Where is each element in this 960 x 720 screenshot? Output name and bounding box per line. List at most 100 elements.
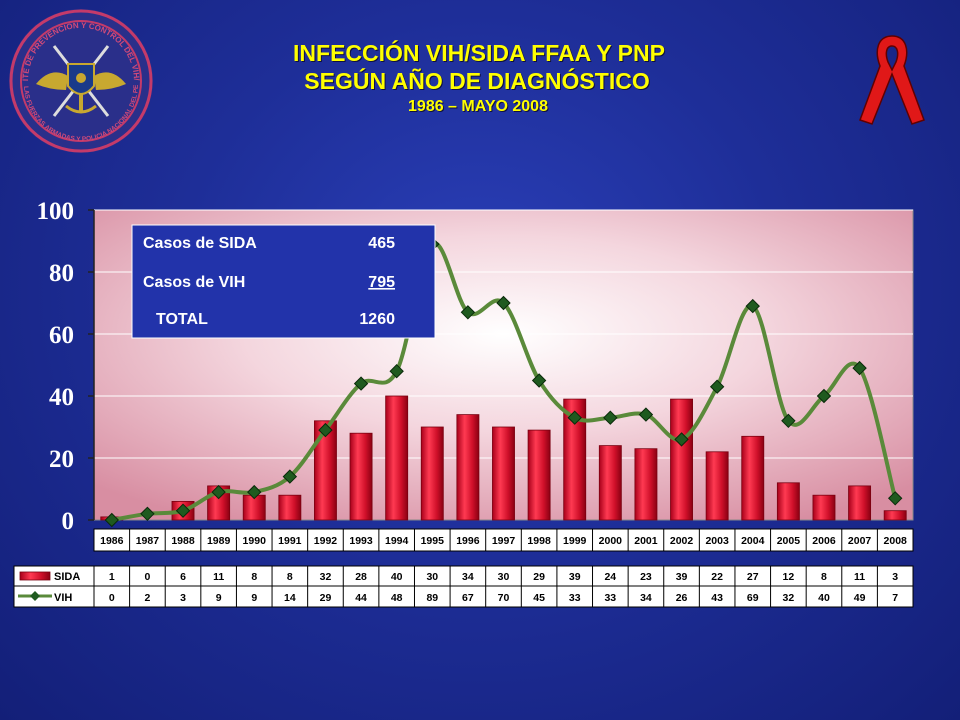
- x-category-label: 1993: [349, 535, 373, 547]
- sida-bar: [527, 429, 551, 521]
- sida-value-cell: 24: [604, 571, 616, 583]
- chart-title-line1: INFECCIÓN VIH/SIDA FFAA Y PNP: [293, 40, 665, 66]
- vih-value-cell: 70: [498, 592, 510, 604]
- vih-marker: [389, 363, 404, 379]
- x-category-label: 1986: [100, 535, 124, 547]
- vih-value-cell: 29: [320, 592, 332, 604]
- vih-marker: [175, 503, 191, 518]
- x-category-label: 1990: [243, 535, 267, 547]
- sida-bar: [883, 510, 907, 521]
- sida-value-cell: 23: [640, 571, 652, 583]
- vih-value-cell: 34: [640, 592, 652, 604]
- vih-marker: [531, 373, 547, 388]
- red-ribbon-icon: [859, 35, 925, 125]
- sida-value-cell: 0: [144, 571, 150, 583]
- vih-marker: [282, 469, 298, 484]
- summary-value-sida: 465: [368, 235, 395, 252]
- x-category-label: 1995: [421, 535, 445, 547]
- vih-value-cell: 9: [251, 592, 257, 604]
- vih-value-cell: 0: [109, 592, 115, 604]
- vih-legend-label: VIH: [54, 592, 72, 604]
- x-category-label: 1998: [527, 535, 551, 547]
- sida-value-cell: 30: [426, 571, 438, 583]
- sida-value-cell: 6: [180, 571, 186, 583]
- vih-value-cell: 2: [144, 592, 150, 604]
- sida-bar: [278, 494, 302, 521]
- sida-bar: [563, 398, 587, 521]
- vih-marker: [353, 376, 369, 391]
- vih-marker: [709, 379, 725, 394]
- vih-value-cell: 33: [569, 592, 581, 604]
- vih-value-cell: 33: [604, 592, 616, 604]
- y-tick-label: 20: [49, 446, 74, 473]
- sida-value-cell: 12: [783, 571, 795, 583]
- vih-marker: [674, 432, 689, 447]
- vih-value-cell: 3: [180, 592, 186, 604]
- sida-value-cell: 8: [287, 571, 293, 583]
- vih-marker: [852, 360, 867, 376]
- sida-bar: [670, 398, 693, 521]
- summary-value-total: 1260: [359, 311, 395, 328]
- x-category-label: 1996: [456, 535, 480, 547]
- sida-value-cell: 39: [569, 571, 581, 583]
- vih-marker: [781, 413, 796, 429]
- sida-bar: [314, 420, 337, 521]
- sida-value-cell: 8: [251, 571, 257, 583]
- sida-bar: [741, 435, 765, 521]
- summary-box: Casos de SIDA 465 Casos de VIH 795 TOTAL…: [131, 224, 436, 339]
- x-category-label: 2005: [777, 535, 801, 547]
- sida-value-cell: 30: [498, 571, 510, 583]
- x-category-label: 1988: [171, 535, 195, 547]
- vih-marker: [603, 410, 618, 425]
- vih-value-cell: 69: [747, 592, 759, 604]
- vih-marker: [104, 512, 120, 528]
- sida-bar: [848, 485, 872, 521]
- sida-bar: [420, 426, 444, 521]
- sida-value-cell: 39: [676, 571, 688, 583]
- vih-value-cell: 43: [711, 592, 723, 604]
- vih-value-cell: 26: [676, 592, 688, 604]
- y-tick-label: 0: [62, 508, 75, 535]
- sida-legend-label: SIDA: [54, 571, 80, 583]
- sida-bar: [385, 395, 409, 521]
- vih-value-cell: 45: [533, 592, 545, 604]
- x-category-label: 2004: [741, 535, 765, 547]
- vih-marker: [567, 410, 582, 425]
- vih-value-cell: 89: [426, 592, 438, 604]
- vih-value-cell: 49: [854, 592, 866, 604]
- sida-value-cell: 1: [109, 571, 115, 583]
- vih-marker: [211, 484, 226, 500]
- x-category-label: 2002: [670, 535, 694, 547]
- sida-value-cell: 11: [213, 571, 224, 583]
- summary-label-vih: Casos de VIH: [143, 274, 245, 291]
- x-category-label: 2001: [634, 535, 658, 547]
- x-category-label: 1989: [207, 535, 231, 547]
- summary-label-sida: Casos de SIDA: [143, 235, 257, 252]
- sida-value-cell: 27: [747, 571, 759, 583]
- x-category-label: 1997: [492, 535, 516, 547]
- sida-bar: [349, 432, 373, 521]
- vih-legend-marker: [30, 591, 40, 601]
- x-category-label: 2008: [884, 535, 908, 547]
- y-tick-label: 80: [49, 260, 74, 287]
- x-category-label: 2006: [812, 535, 836, 547]
- chart-title-line2: SEGÚN AÑO DE DIAGNÓSTICO: [304, 68, 650, 94]
- vih-value-cell: 44: [355, 592, 367, 604]
- vih-value-cell: 7: [892, 592, 898, 604]
- chart-subtitle: 1986 – MAYO 2008: [408, 98, 548, 115]
- y-tick-label: 60: [49, 322, 74, 349]
- sida-legend-key: [19, 571, 51, 581]
- sida-bar: [634, 448, 658, 521]
- sida-bar: [456, 414, 480, 521]
- vih-marker: [745, 298, 760, 314]
- sida-value-cell: 11: [854, 571, 865, 583]
- sida-value-cell: 29: [533, 571, 545, 583]
- vih-value-cell: 67: [462, 592, 474, 604]
- x-category-label: 1992: [314, 535, 338, 547]
- x-category-label: 1999: [563, 535, 587, 547]
- sida-value-cell: 28: [355, 571, 367, 583]
- vih-value-cell: 14: [284, 592, 296, 604]
- vih-marker: [887, 491, 903, 506]
- sida-value-cell: 32: [320, 571, 332, 583]
- sida-bar: [812, 494, 836, 521]
